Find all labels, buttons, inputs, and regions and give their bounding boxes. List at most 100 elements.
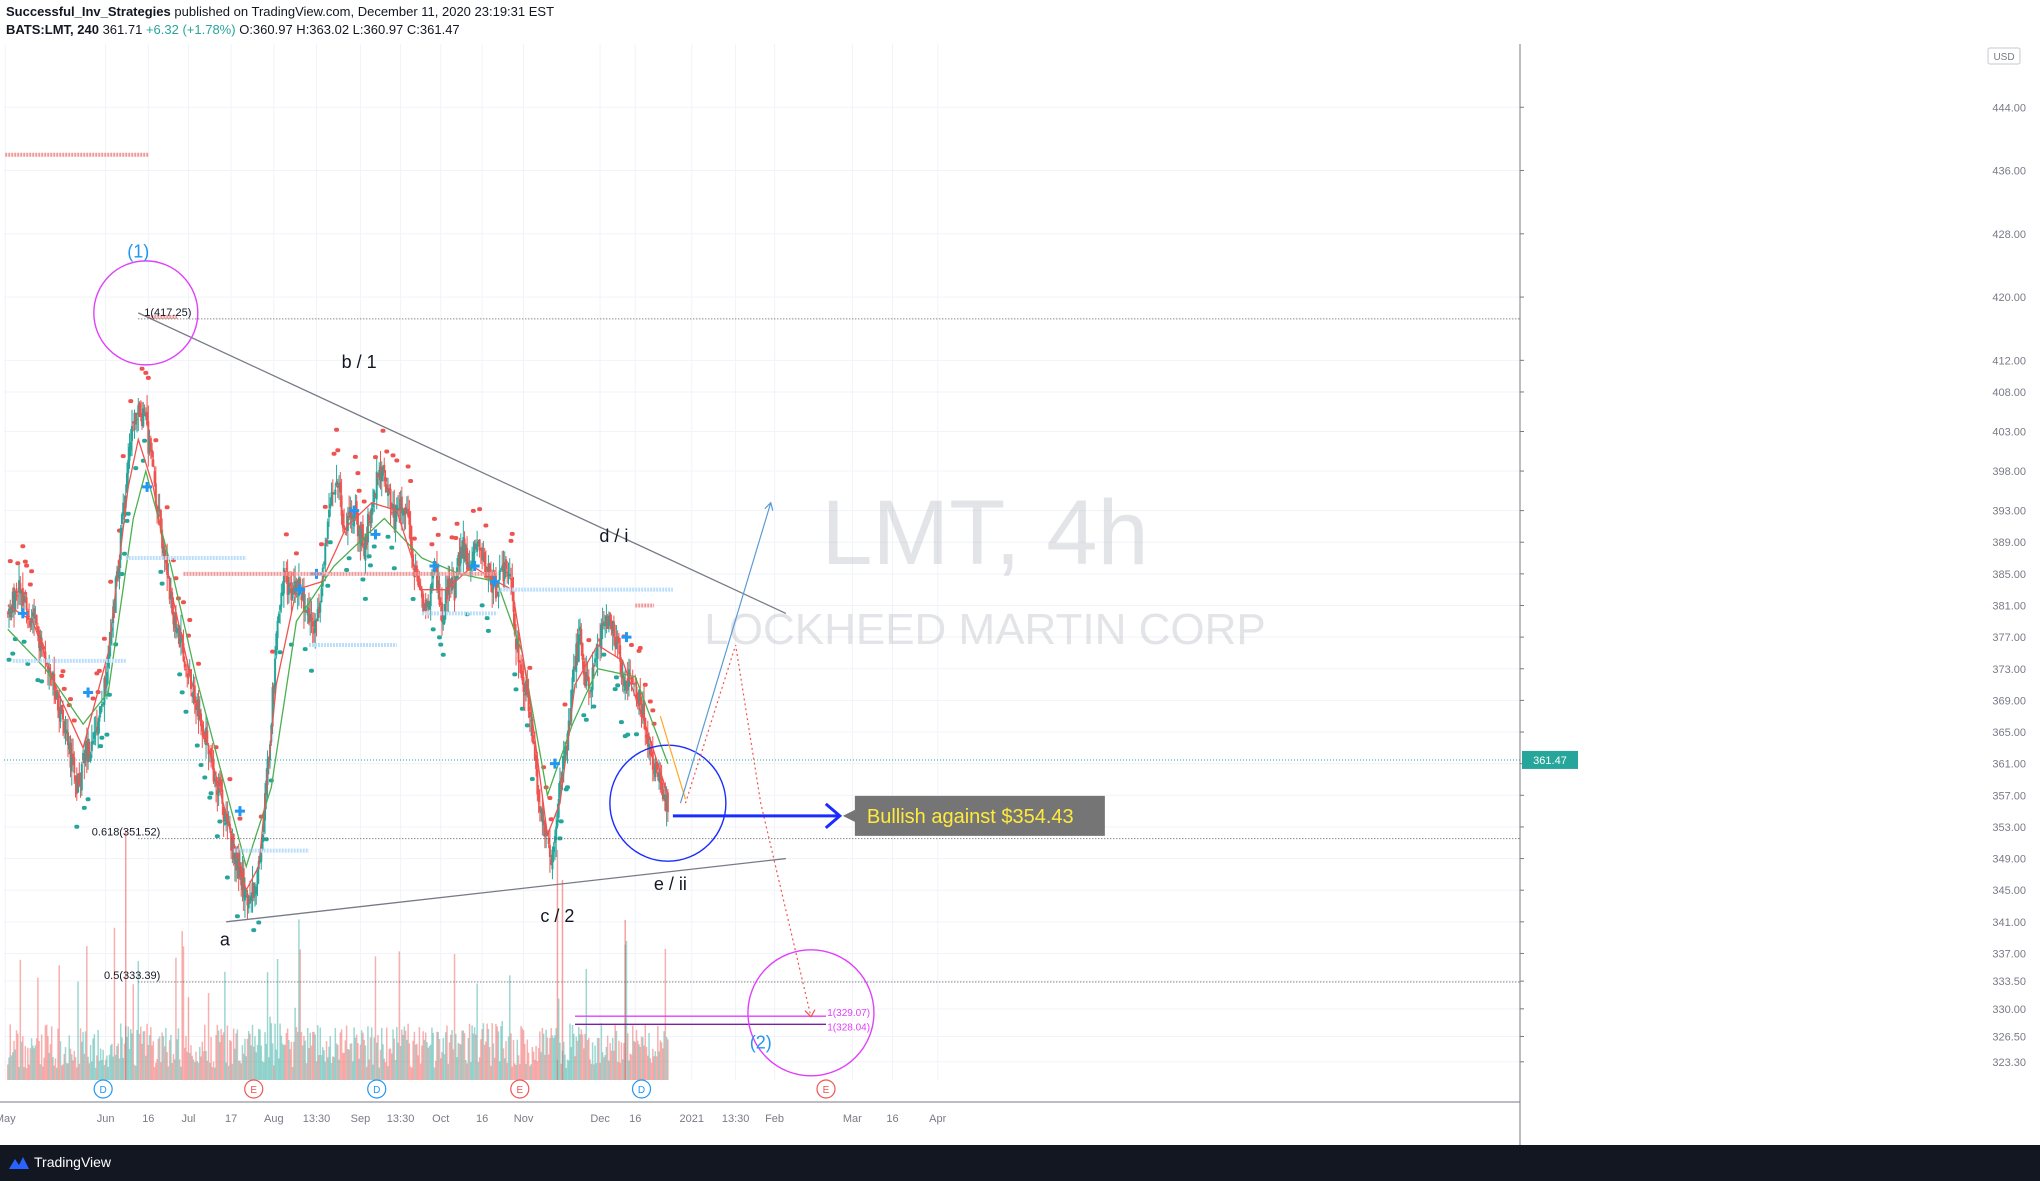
candle-body bbox=[604, 624, 607, 627]
candle-body bbox=[620, 661, 623, 675]
candle-body bbox=[75, 778, 78, 794]
candle-body bbox=[314, 619, 317, 633]
candle-body bbox=[622, 676, 625, 687]
signal-cross bbox=[549, 758, 560, 769]
chart-area[interactable]: LMT, 4h LOCKHEED MARTIN CORP 1(417.25) 0.… bbox=[0, 44, 2040, 1145]
candle-body bbox=[25, 597, 28, 610]
indicator-dot bbox=[524, 723, 530, 728]
ema-fast-line bbox=[7, 436, 669, 892]
candle-body bbox=[556, 819, 559, 827]
candle-body bbox=[599, 638, 602, 646]
watermark-company: LOCKHEED MARTIN CORP bbox=[704, 605, 1266, 654]
candle-body bbox=[545, 833, 548, 836]
candle-body bbox=[664, 798, 667, 811]
candle-body bbox=[543, 820, 546, 837]
candle-body bbox=[6, 612, 9, 614]
signal-cross bbox=[83, 687, 94, 698]
candle-body bbox=[248, 896, 251, 904]
candle-body bbox=[428, 601, 431, 610]
last-price: 361.71 bbox=[102, 22, 143, 37]
indicator-dot bbox=[485, 628, 491, 633]
event-marker-label: E bbox=[823, 1085, 830, 1096]
candle-body bbox=[284, 571, 287, 573]
candle-body bbox=[186, 673, 189, 676]
candle-body bbox=[311, 621, 314, 627]
indicator-dot bbox=[628, 642, 634, 647]
candle-body bbox=[581, 643, 584, 660]
tradingview-footer: TradingView bbox=[0, 1145, 2040, 1181]
indicator-dot bbox=[180, 600, 186, 605]
candle-body bbox=[261, 834, 264, 850]
candle-body bbox=[344, 531, 347, 533]
tradingview-logo-icon bbox=[9, 1157, 29, 1169]
candle-body bbox=[291, 588, 294, 599]
indicator-dot bbox=[484, 616, 490, 621]
candle-body bbox=[94, 731, 97, 733]
candle-body bbox=[339, 482, 342, 493]
wave-label: c / 2 bbox=[540, 906, 574, 926]
candle-body bbox=[508, 573, 511, 577]
indicator-dot bbox=[355, 471, 361, 476]
candle-body bbox=[658, 774, 661, 782]
candle-body bbox=[307, 608, 310, 623]
indicator-dot bbox=[352, 454, 358, 459]
price-tick-label: 412.00 bbox=[1992, 355, 2026, 367]
price-tick-label: 393.00 bbox=[1992, 506, 2026, 518]
price-chart[interactable]: LMT, 4h LOCKHEED MARTIN CORP 1(417.25) 0.… bbox=[0, 44, 2040, 1145]
candle-body bbox=[236, 853, 239, 869]
candle-body bbox=[216, 790, 219, 795]
candle-body bbox=[171, 592, 174, 614]
candle-body bbox=[615, 640, 618, 650]
author-name[interactable]: Successful_Inv_Strategies bbox=[6, 4, 171, 19]
time-tick-label: Jun bbox=[97, 1113, 115, 1125]
candle-body bbox=[449, 583, 452, 587]
candle-body bbox=[173, 615, 176, 628]
indicator-dot bbox=[173, 576, 179, 581]
candle-body bbox=[656, 772, 659, 777]
candle-body bbox=[617, 637, 620, 644]
candle-body bbox=[98, 715, 101, 722]
indicator-dot bbox=[625, 732, 631, 737]
price-tick-label: 357.00 bbox=[1992, 790, 2026, 802]
candle-body bbox=[251, 882, 254, 898]
indicator-dot bbox=[98, 744, 104, 749]
time-axis[interactable]: May Jun 16 Jul 17 Aug 13:30 Sep 13:30 Oct 16 Nov Dec… bbox=[0, 1101, 1520, 1125]
indicator-dot bbox=[557, 836, 563, 841]
time-tick-label: May bbox=[0, 1113, 16, 1125]
indicator-dot bbox=[124, 518, 130, 523]
candle-body bbox=[89, 754, 92, 762]
candle-body bbox=[589, 692, 592, 694]
indicator-dot bbox=[99, 735, 105, 740]
candle-body bbox=[579, 626, 582, 631]
indicator-dot bbox=[256, 920, 262, 925]
candle-body bbox=[659, 771, 662, 783]
indicator-dot bbox=[293, 551, 299, 556]
candle-body bbox=[639, 692, 642, 705]
time-tick-label: 13:30 bbox=[303, 1113, 331, 1125]
moving-averages bbox=[7, 436, 669, 892]
candle-body bbox=[389, 488, 392, 508]
candle-body bbox=[134, 412, 137, 425]
signal-cross bbox=[17, 608, 28, 619]
indicator-dot bbox=[390, 453, 396, 458]
candle-body bbox=[532, 740, 535, 745]
indicator-dot bbox=[153, 438, 159, 443]
price-tick-label: 403.00 bbox=[1992, 427, 2026, 439]
candle-body bbox=[45, 662, 48, 665]
indicator-dot bbox=[483, 523, 489, 528]
candle-body bbox=[60, 704, 63, 711]
indicator-dot bbox=[430, 627, 436, 632]
candle-body bbox=[530, 720, 533, 722]
price-axis[interactable]: 444.00 436.00 428.00 420.00 412.00 408.00 403.… bbox=[1519, 44, 2040, 1145]
candle-body bbox=[178, 628, 181, 647]
drawing-layer[interactable]: 1(417.25) 0.618(351.52) 0.5(333.39) 1(329.0… bbox=[4, 152, 1520, 1077]
candle-body bbox=[326, 521, 329, 539]
candle-body bbox=[468, 565, 471, 570]
candle-body bbox=[201, 725, 204, 731]
candle-body bbox=[504, 559, 507, 569]
candle-body bbox=[51, 672, 54, 681]
price-tick-label: 436.00 bbox=[1992, 166, 2026, 178]
time-tick-label: Jul bbox=[181, 1113, 195, 1125]
price-tick-label: 389.00 bbox=[1992, 537, 2026, 549]
